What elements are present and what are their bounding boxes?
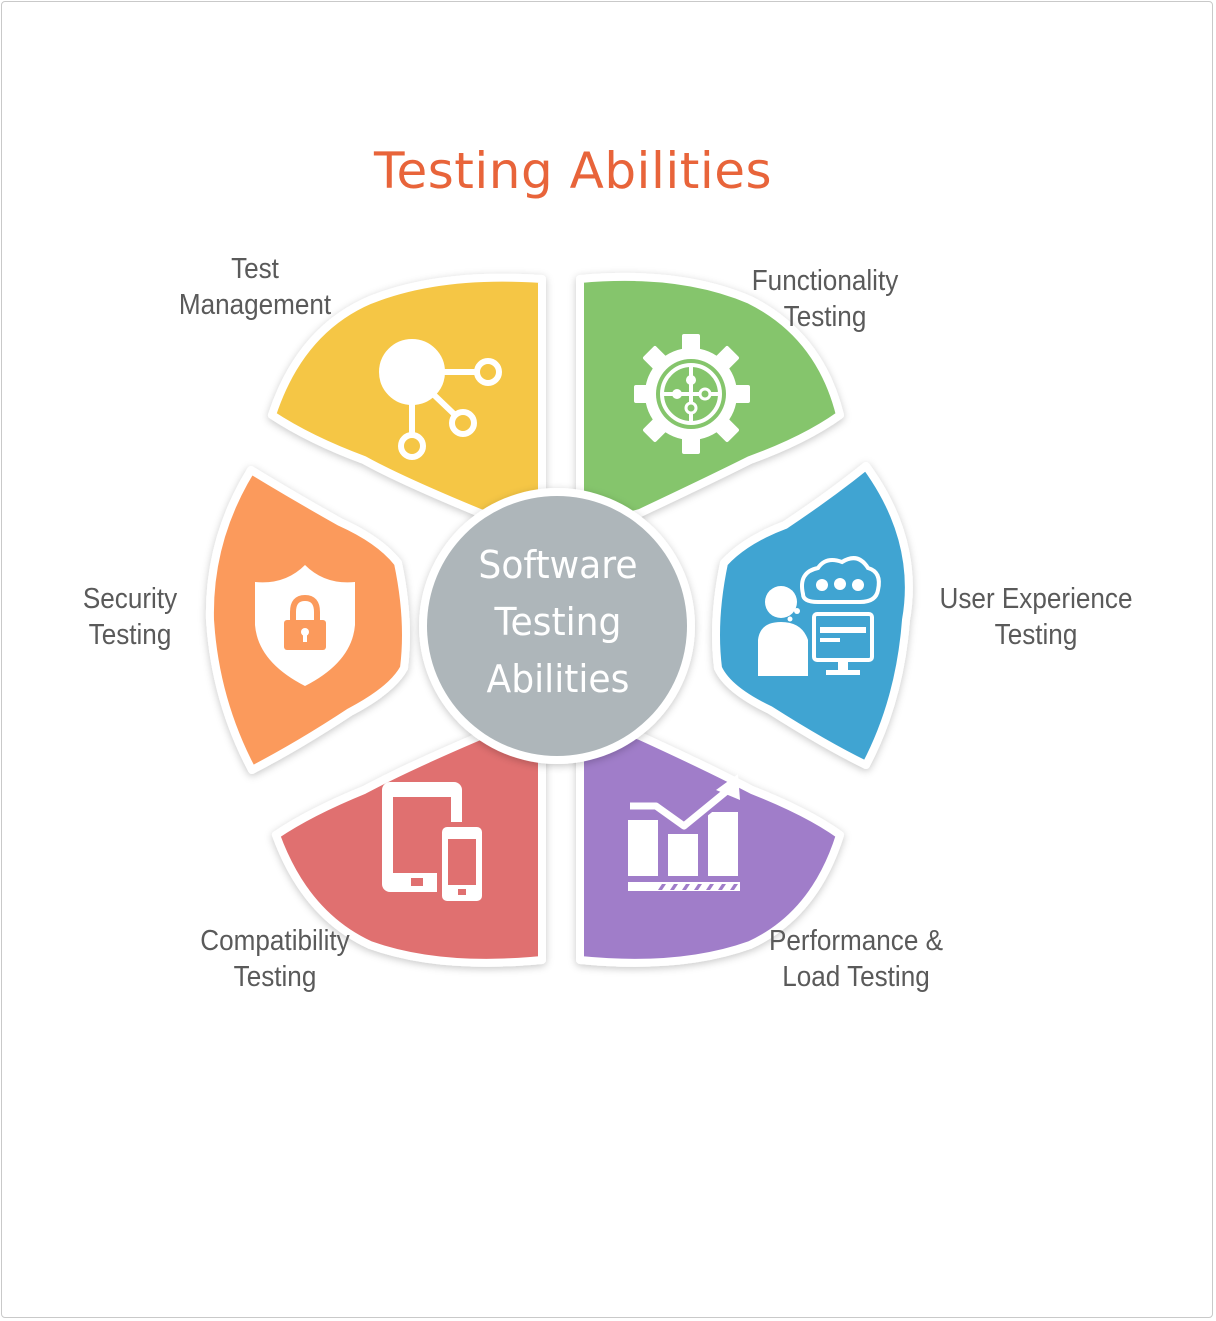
label-user-experience-testing-line2: Testing [994, 619, 1078, 651]
gear-puzzle-icon [634, 334, 750, 454]
label-functionality-testing: Functionality Testing [726, 263, 924, 335]
label-functionality-testing-line1: Functionality [751, 265, 899, 297]
label-compatibility-testing: Compatibility Testing [181, 923, 370, 995]
center-label-line2: Testing [494, 600, 622, 644]
growth-chart-icon [628, 774, 740, 891]
center-label-line1: Software [478, 543, 638, 587]
label-performance-load-testing-line1: Performance & [768, 925, 944, 957]
user-computer-icon [758, 556, 881, 676]
label-security-testing-line1: Security [82, 583, 178, 615]
label-test-management: Test Management [165, 251, 345, 323]
page-title: Testing Abilities [373, 142, 773, 200]
label-compatibility-testing-line1: Compatibility [200, 925, 350, 957]
center-label: Software Testing Abilities [430, 537, 687, 708]
center-circle-fill [427, 496, 687, 756]
shield-lock-icon [255, 565, 355, 686]
label-functionality-testing-line2: Testing [783, 301, 867, 333]
center-label-line3: Abilities [486, 657, 630, 701]
label-performance-load-testing-line2: Load Testing [782, 961, 930, 993]
label-user-experience-testing-line1: User Experience [939, 583, 1133, 615]
label-security-testing-line2: Testing [88, 619, 172, 651]
label-security-testing: Security Testing [58, 581, 202, 653]
label-compatibility-testing-line2: Testing [233, 961, 317, 993]
tablet-phone-icon [382, 782, 487, 906]
label-performance-load-testing: Performance & Load Testing [757, 923, 955, 995]
label-test-management-line1: Test [231, 253, 279, 285]
label-user-experience-testing: User Experience Testing [928, 581, 1144, 653]
label-test-management-line2: Management [178, 289, 332, 321]
network-nodes-icon [379, 339, 502, 460]
